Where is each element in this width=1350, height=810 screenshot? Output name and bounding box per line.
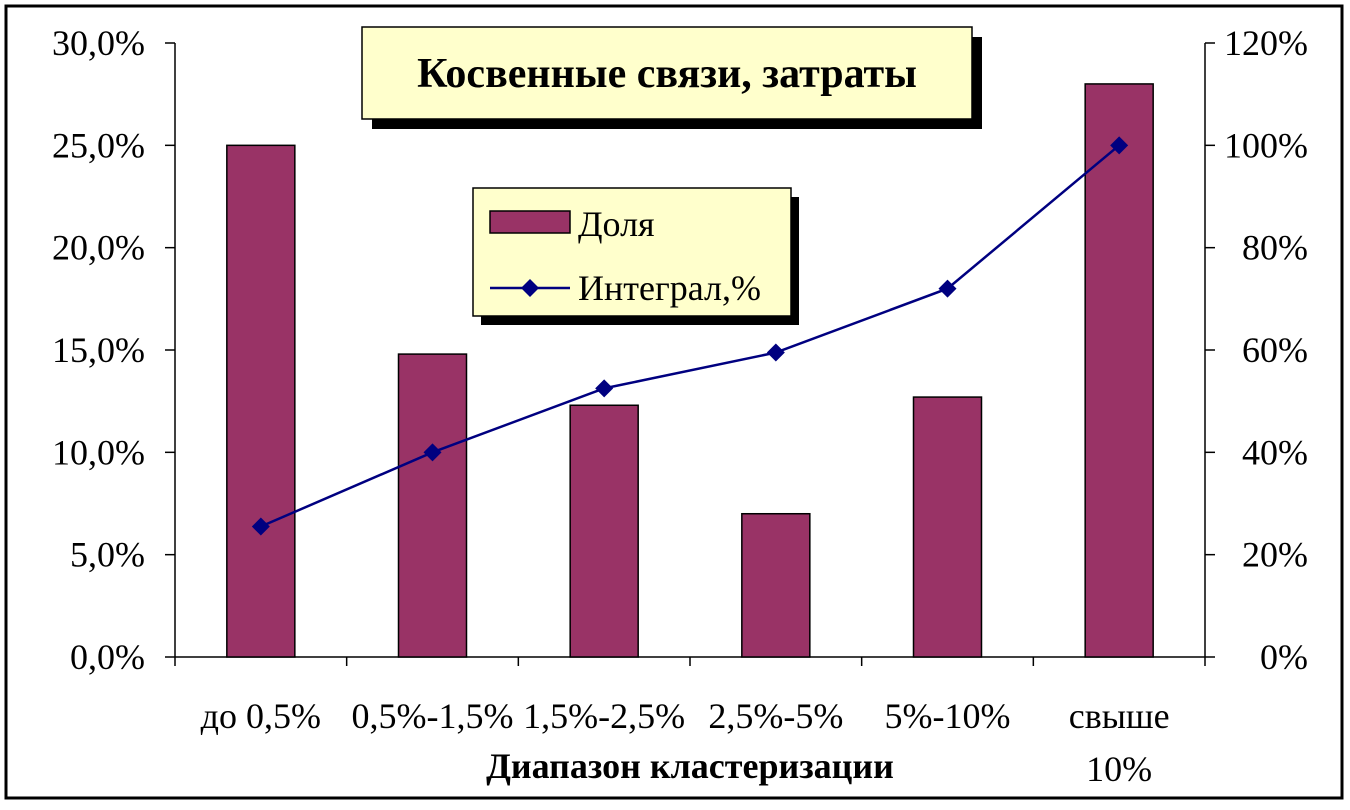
bar [741,512,811,658]
y-right-tick-label: 80% [1242,228,1308,268]
y-right-tick-label: 0% [1260,637,1308,677]
x-tick-label: свыше [1069,696,1170,736]
y-right-tick-label: 40% [1242,432,1308,472]
x-tick-label: до 0,5% [201,696,321,736]
legend-label-bar: Доля [578,204,655,244]
tick-labels: 0,0% 5,0% 10,0% 15,0% 20,0% 25,0% 30,0% 0% 20% 40… [52,23,1308,789]
y-left-tick-label: 5,0% [70,535,145,575]
chart-title: Косвенные связи, затраты [417,51,917,97]
x-tick-label: 0,5%-1,5% [352,696,514,736]
y-right-tick-label: 120% [1224,23,1308,63]
line-point [251,517,270,536]
bar [912,396,983,658]
axes [165,42,1215,666]
y-left-tick-label: 20,0% [52,228,145,268]
bar [397,353,468,658]
x-tick-label: 2,5%-5% [708,696,843,736]
line-point [595,379,614,398]
y-left-tick-label: 25,0% [52,125,145,165]
line-point [423,443,442,462]
x-tick-label: 1,5%-2,5% [523,696,685,736]
x-tick-label: 5%-10% [885,696,1011,736]
line-point [1110,136,1129,155]
y-right-tick-label: 60% [1242,330,1308,370]
bar [569,404,639,658]
y-left-tick-label: 15,0% [52,330,145,370]
x-axis-title: Диапазон кластеризации [486,746,894,786]
y-left-tick-label: 0,0% [70,637,145,677]
line-point [938,279,957,298]
line-series [251,136,1129,536]
x-tick-label: 10% [1086,749,1152,789]
legend-swatch-bar [489,210,571,234]
y-right-tick-label: 100% [1224,125,1308,165]
y-left-tick-label: 30,0% [52,23,145,63]
legend-label-line: Интеграл,% [578,268,761,308]
bar-series [226,83,1154,658]
bar [1084,83,1154,658]
legend: Доля Интеграл,% [472,187,799,325]
y-right-tick-label: 20% [1242,535,1308,575]
bar [226,144,296,658]
legend-swatch-marker [521,279,539,297]
line-path [260,144,1120,528]
y-left-tick-label: 10,0% [52,432,145,472]
line-point [766,343,785,362]
chart-title-box: Косвенные связи, затраты [361,26,982,129]
